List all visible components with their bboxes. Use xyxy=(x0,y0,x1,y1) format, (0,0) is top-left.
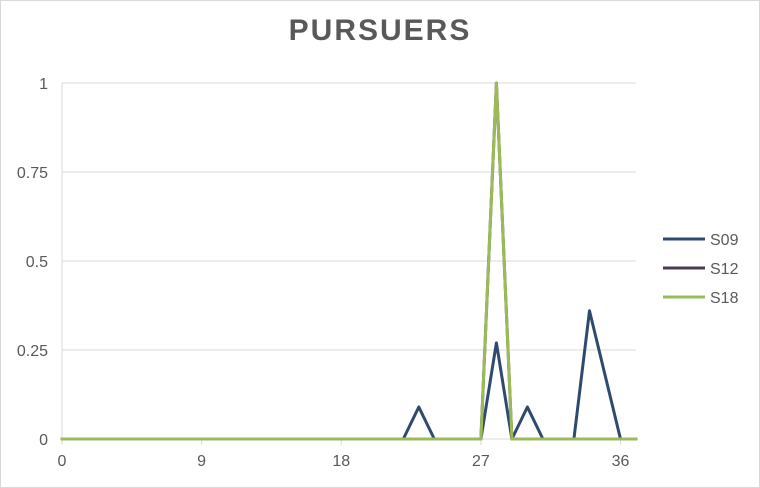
chart-title: PURSUERS xyxy=(288,14,472,47)
x-tick-label: 27 xyxy=(472,453,490,470)
legend-label-s12: S12 xyxy=(710,261,739,278)
legend-label-s18: S18 xyxy=(710,290,739,307)
y-tick-label: 0.5 xyxy=(26,254,48,271)
y-tick-label: 0.75 xyxy=(17,165,48,182)
y-tick-label: 1 xyxy=(39,76,48,93)
x-tick-label: 9 xyxy=(197,453,206,470)
series-line-s18 xyxy=(60,81,638,441)
legend-label-s09: S09 xyxy=(710,232,739,249)
x-tick-label: 0 xyxy=(58,453,67,470)
y-tick-label: 0 xyxy=(39,432,48,449)
x-tick-label: 18 xyxy=(332,453,350,470)
x-tick-label: 36 xyxy=(612,453,630,470)
y-tick-label: 0.25 xyxy=(17,343,48,360)
series-line-s09 xyxy=(60,309,638,441)
